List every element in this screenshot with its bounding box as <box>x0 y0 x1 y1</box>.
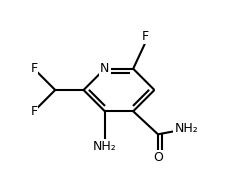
Text: F: F <box>30 105 38 118</box>
Text: F: F <box>30 62 38 75</box>
Text: N: N <box>100 62 109 75</box>
Text: NH₂: NH₂ <box>93 140 117 153</box>
Text: O: O <box>153 151 163 164</box>
Text: NH₂: NH₂ <box>174 122 198 136</box>
Text: F: F <box>142 30 149 43</box>
